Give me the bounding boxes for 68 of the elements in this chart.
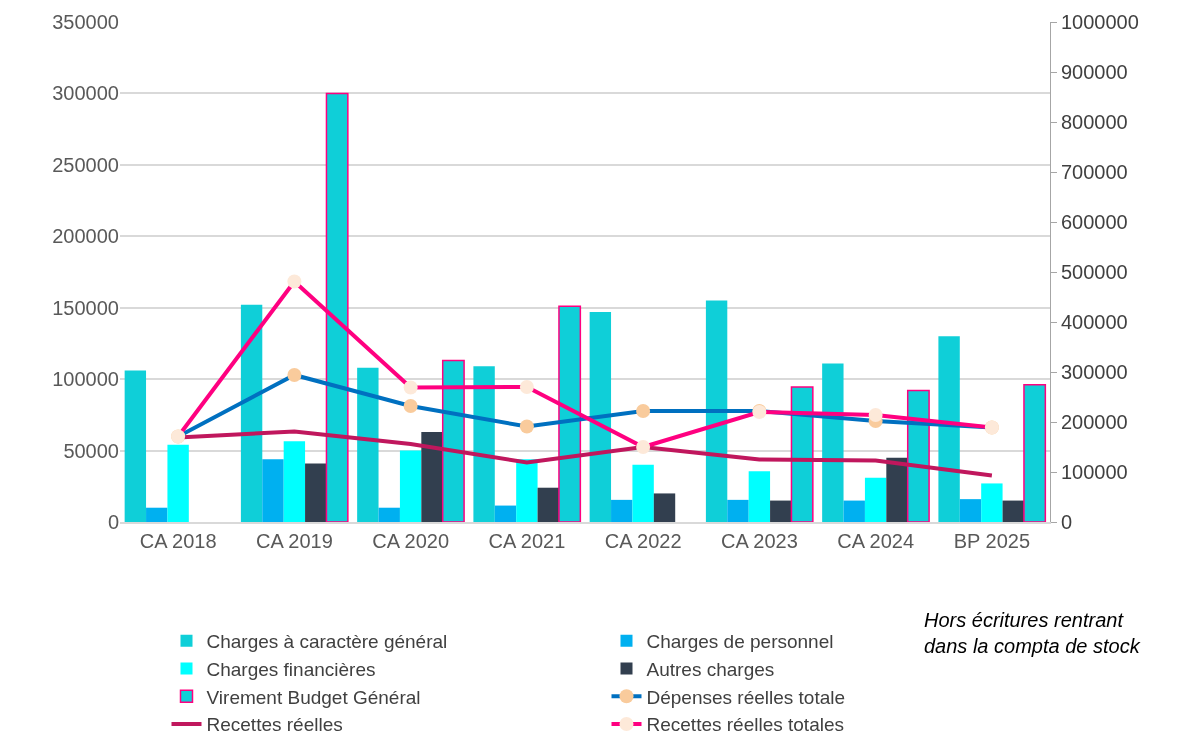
y-tick-label: 350000	[52, 11, 119, 33]
bar	[748, 471, 771, 522]
y2-tick-label: 500000	[1061, 261, 1128, 283]
legend-label: Recettes réelles	[206, 714, 343, 736]
y2-tick-label: 700000	[1061, 161, 1128, 183]
bar	[864, 477, 887, 522]
legend-label: Virement Budget Général	[206, 686, 421, 708]
bar	[167, 444, 189, 522]
x-tick-label: CA 2022	[604, 529, 682, 552]
bar	[981, 483, 1003, 522]
y-tick-label: 0	[107, 511, 119, 533]
x-tick-label: CA 2023	[721, 529, 798, 552]
y2-tick-label: 600000	[1061, 211, 1128, 233]
text: Hors écritures rentrant dans la compta de stock	[924, 609, 1141, 657]
y-tick-label: 100000	[52, 368, 119, 391]
bar	[537, 487, 559, 522]
bar	[494, 505, 517, 522]
y-tick-label: 150000	[52, 296, 119, 319]
legend-label: Recettes réelles totales	[646, 714, 844, 736]
x-tick-label: CA 2021	[488, 529, 566, 552]
bar	[305, 463, 327, 522]
y-tick-label: 300000	[52, 82, 119, 105]
y-tick-label: 250000	[52, 153, 119, 176]
y-tick-label: 200000	[52, 225, 119, 248]
legend-label: Charges à caractère général	[206, 631, 448, 653]
x-tick-label: CA 2020	[372, 529, 449, 552]
x-tick-label: CA 2019	[256, 529, 333, 552]
y2-tick-label: 800000	[1061, 111, 1128, 133]
bar	[1023, 384, 1047, 522]
legend-label: Charges financières	[206, 658, 376, 680]
bar	[705, 300, 728, 522]
bar	[262, 459, 284, 522]
bar	[421, 432, 443, 522]
bar	[516, 459, 538, 522]
bar	[283, 441, 306, 522]
legend-label: Dépenses réelles totale	[646, 686, 846, 708]
y2-tick-label: 0	[1061, 511, 1073, 533]
y2-tick-label: 100000	[1061, 461, 1128, 483]
bar	[1002, 500, 1024, 522]
bar	[938, 336, 960, 522]
bar	[886, 457, 908, 522]
y2-tick-label: 900000	[1061, 61, 1128, 83]
bar	[124, 370, 147, 522]
bar	[822, 363, 844, 522]
y2-tick-label: 1000000	[1061, 11, 1139, 33]
y2-tick-label: 300000	[1061, 361, 1128, 383]
legend-label: Autres charges	[646, 658, 775, 680]
y2-tick-label: 200000	[1061, 411, 1128, 433]
x-tick-label: BP 2025	[953, 529, 1031, 552]
y-tick-label: 50000	[63, 439, 119, 462]
bar	[843, 500, 865, 522]
bar	[399, 450, 422, 522]
bar	[240, 304, 263, 522]
bar	[378, 507, 400, 522]
bar	[959, 499, 982, 522]
bar	[770, 500, 792, 522]
bar	[473, 366, 495, 522]
bar	[727, 499, 749, 522]
bar	[632, 464, 654, 522]
x-tick-label: CA 2024	[837, 529, 914, 552]
x-tick-label: CA 2018	[139, 529, 217, 552]
bar	[357, 367, 379, 522]
legend-label: Charges de personnel	[646, 631, 834, 653]
y2-tick-label: 400000	[1061, 311, 1128, 333]
bar	[611, 499, 633, 522]
bar	[653, 493, 676, 522]
bar	[146, 507, 168, 522]
bar	[589, 312, 612, 522]
